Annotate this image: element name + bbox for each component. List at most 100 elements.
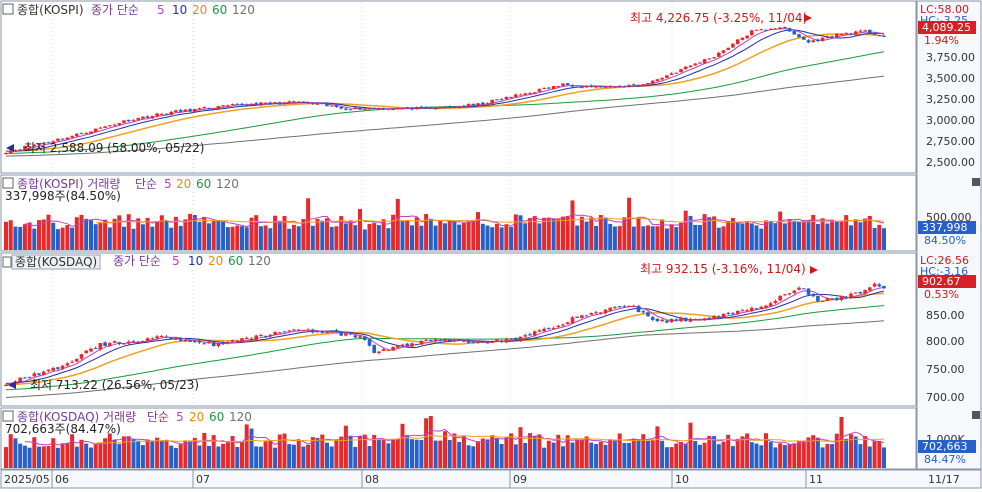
volume-bar — [372, 434, 377, 468]
volume-bar — [712, 216, 717, 250]
volume-bar — [537, 434, 542, 468]
close-icon[interactable] — [972, 178, 980, 186]
y-tick: 3,250.00 — [926, 93, 975, 106]
close-icon[interactable] — [972, 411, 980, 419]
volume-bar — [296, 226, 301, 250]
candle-body — [381, 107, 386, 110]
candle-body — [259, 102, 263, 106]
volume-bar — [183, 440, 188, 468]
volume-bar — [834, 221, 839, 250]
volume-bar — [721, 226, 726, 250]
candle-body — [740, 38, 745, 40]
volume-bar — [679, 442, 683, 468]
volume-bar — [735, 222, 740, 250]
volume-bar — [452, 433, 457, 468]
close-icon[interactable] — [2, 177, 14, 189]
volume-bar — [405, 435, 410, 468]
volume-bar — [46, 214, 51, 250]
close-icon[interactable] — [2, 3, 14, 15]
volume-bar — [759, 445, 764, 468]
candle-body — [230, 340, 235, 342]
volume-bar — [32, 437, 37, 468]
volume-bar — [240, 441, 244, 468]
volume-bar — [815, 437, 820, 468]
volume-bar — [745, 222, 750, 250]
candle-body — [726, 47, 730, 50]
hc-label: HC:-3.16 — [920, 265, 968, 278]
volume-bar — [263, 225, 268, 250]
candle-body — [655, 79, 660, 82]
candle-body — [126, 341, 131, 344]
kospi-legend: 종합(KOSPI) 종가 단순 5 10 20 60 120 최고 4,226.… — [2, 3, 812, 155]
candle-body — [665, 75, 669, 78]
ma120-label: 120 — [232, 3, 255, 17]
volume-bar — [513, 214, 518, 250]
candle-body — [23, 146, 27, 150]
volume-bar — [877, 440, 882, 468]
volume-bar — [622, 217, 627, 250]
volume-bar — [84, 443, 89, 468]
candle-body — [145, 338, 150, 341]
candle-body — [683, 66, 688, 70]
close-icon[interactable] — [2, 256, 12, 268]
volume-bar — [726, 434, 731, 468]
min-annotation: 최저 713.22 (26.56%, 05/23) — [30, 378, 199, 392]
volume-bar — [334, 439, 339, 468]
volume-bar — [721, 441, 726, 468]
candle-body — [405, 107, 409, 109]
volume-bar — [235, 447, 240, 468]
candle-body — [292, 329, 296, 331]
candle-body — [325, 104, 329, 107]
candle-body — [594, 85, 598, 88]
volume-bar — [797, 440, 801, 468]
x-tick-label: 09 — [513, 473, 527, 486]
volume-bar — [636, 218, 641, 250]
panel-title-box[interactable] — [11, 254, 101, 270]
volume-bar — [523, 443, 528, 468]
volume-bar — [4, 447, 8, 468]
volume-bar — [150, 226, 155, 250]
ma20-label: 20 — [192, 3, 207, 17]
candle-body — [882, 35, 886, 37]
ma20-line — [6, 33, 885, 153]
candle-body — [731, 313, 735, 315]
volume-bar — [551, 218, 556, 250]
candle-body — [131, 119, 136, 121]
volume-bar — [74, 446, 79, 468]
volume-bar — [683, 443, 688, 468]
volume-bar — [112, 218, 117, 250]
arrow-left-icon — [6, 144, 14, 152]
candle-body — [868, 287, 872, 291]
ma-prefix: 단순 — [135, 177, 157, 191]
volume-bar — [211, 435, 216, 468]
volume-bar — [707, 435, 712, 468]
volume-bar — [419, 439, 424, 468]
ma-prefix: 단순 — [147, 410, 169, 424]
candle-body — [315, 331, 320, 333]
volume-bar — [882, 447, 886, 468]
volume-bar — [268, 228, 273, 250]
close-icon[interactable] — [2, 410, 14, 422]
volume-bar — [164, 220, 169, 250]
volume-bar — [93, 444, 98, 468]
candle-body — [396, 108, 400, 110]
x-tick-label: 06 — [55, 473, 69, 486]
volume-bar — [438, 440, 443, 468]
candle-body — [471, 341, 476, 343]
candle-body — [429, 107, 433, 109]
kospi-volume-bars — [4, 197, 886, 250]
candle-body — [849, 33, 853, 35]
candle-body — [27, 376, 32, 378]
candle-body — [414, 107, 419, 110]
candle-body — [542, 328, 546, 332]
candle-body — [570, 317, 575, 324]
candle-body — [108, 343, 112, 346]
volume-bar — [579, 216, 584, 250]
volume-bar — [107, 433, 112, 468]
candle-body — [202, 107, 207, 109]
volume-bar — [820, 218, 825, 250]
volume-bar — [867, 216, 872, 250]
candle-body — [131, 341, 136, 343]
candle-body — [872, 32, 877, 35]
